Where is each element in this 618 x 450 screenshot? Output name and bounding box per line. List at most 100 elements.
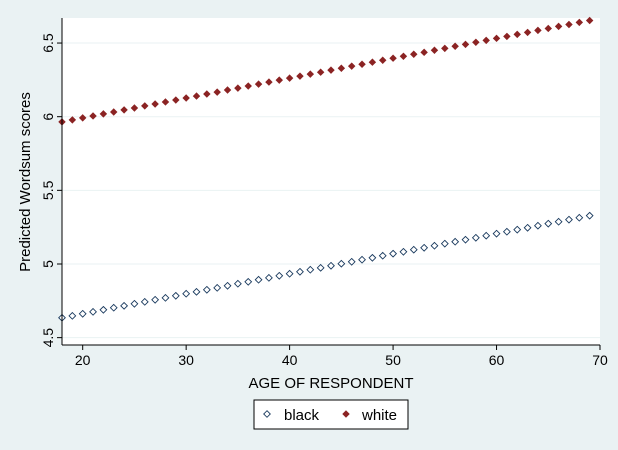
data-point-white	[244, 82, 252, 90]
x-axis-title: AGE OF RESPONDENT	[248, 375, 413, 392]
data-point-white	[482, 36, 490, 45]
legend-label-white: white	[361, 407, 397, 424]
data-point-black	[513, 225, 522, 234]
data-point-white	[78, 114, 87, 122]
data-point-white	[161, 98, 170, 106]
y-axis-title: Predicted Wordsum scores	[17, 92, 34, 272]
data-point-white	[120, 106, 128, 114]
data-point-black	[565, 215, 573, 224]
data-point-black	[337, 259, 346, 268]
data-point-black	[120, 301, 129, 310]
legend: black white	[253, 399, 409, 430]
data-point-white	[513, 30, 521, 39]
legend-marker-white	[342, 410, 350, 418]
data-point-white	[472, 38, 480, 47]
data-point-black	[244, 277, 253, 286]
x-axis: 20 30 40 50 60 70	[75, 345, 608, 368]
data-point-white	[141, 102, 149, 110]
data-point-black	[182, 289, 191, 298]
data-point-black	[161, 293, 170, 302]
data-point-white	[441, 44, 449, 53]
data-point-black	[430, 241, 439, 250]
y-tick-label: 6	[40, 113, 56, 121]
data-point-white	[554, 22, 563, 31]
data-point-white	[410, 50, 418, 58]
legend-label-black: black	[284, 407, 320, 424]
y-tick-label: 5	[40, 260, 56, 268]
data-point-black	[502, 227, 511, 236]
data-point-white	[503, 32, 511, 41]
data-point-white	[130, 104, 139, 112]
data-point-black	[233, 279, 242, 288]
data-point-white	[430, 46, 439, 54]
data-point-white	[213, 88, 221, 96]
data-point-black	[306, 265, 315, 274]
data-point-black	[151, 295, 160, 304]
x-tick-label: 20	[75, 352, 91, 368]
data-point-white	[265, 78, 273, 86]
data-point-white	[89, 112, 97, 120]
data-point-black	[544, 219, 553, 228]
data-point-black	[171, 291, 180, 300]
data-point-white	[306, 70, 315, 78]
data-point-white	[337, 64, 346, 72]
data-point-white	[368, 58, 377, 66]
data-point-white	[68, 116, 77, 124]
data-point-white	[99, 110, 108, 118]
legend-marker-black	[263, 410, 271, 418]
data-point-white	[389, 54, 397, 62]
data-point-white	[347, 62, 356, 70]
y-tick-label: 6.5	[40, 33, 56, 53]
data-point-white	[534, 26, 542, 35]
data-point-white	[379, 56, 387, 64]
data-point-black	[378, 251, 387, 260]
data-point-black	[533, 221, 542, 230]
data-point-black	[285, 269, 294, 278]
data-point-black	[192, 287, 201, 296]
y-tick-label: 4.5	[40, 328, 56, 348]
x-tick-label: 50	[385, 352, 401, 368]
data-point-white	[296, 72, 304, 80]
data-point-white	[182, 94, 190, 102]
data-point-white	[358, 60, 366, 68]
legend-box	[253, 399, 409, 430]
data-point-white	[234, 84, 242, 92]
data-point-black	[440, 239, 449, 248]
data-point-black	[575, 213, 584, 222]
data-point-white	[451, 42, 459, 51]
data-point-white	[316, 68, 325, 76]
data-point-black	[420, 243, 429, 252]
data-point-black	[316, 263, 325, 272]
data-point-white	[327, 66, 335, 74]
data-point-white	[254, 80, 263, 88]
data-point-white	[565, 20, 573, 29]
data-point-black	[264, 273, 273, 282]
x-tick-label: 60	[489, 352, 505, 368]
data-point-white	[285, 74, 294, 82]
data-point-black	[130, 299, 139, 308]
data-point-black	[358, 255, 366, 264]
data-point-black	[461, 235, 470, 244]
data-point-black	[554, 217, 563, 226]
x-tick-label: 30	[178, 352, 194, 368]
data-point-black	[99, 305, 108, 314]
data-point-white	[544, 24, 552, 33]
y-tick-label: 5.5	[40, 180, 56, 200]
x-tick-label: 40	[282, 352, 298, 368]
data-point-white	[420, 48, 428, 57]
data-point-white	[585, 16, 594, 25]
data-point-white	[223, 86, 232, 94]
data-point-black	[202, 285, 211, 294]
data-point-black	[492, 229, 501, 238]
data-point-white	[151, 100, 159, 108]
data-point-black	[471, 233, 480, 242]
gridlines	[62, 42, 600, 339]
data-point-white	[110, 108, 118, 116]
data-point-white	[575, 18, 584, 27]
data-point-black	[409, 245, 418, 254]
x-tick-label: 70	[592, 352, 608, 368]
data-point-black	[296, 267, 304, 276]
data-point-black	[347, 257, 356, 266]
data-point-black	[275, 271, 284, 280]
